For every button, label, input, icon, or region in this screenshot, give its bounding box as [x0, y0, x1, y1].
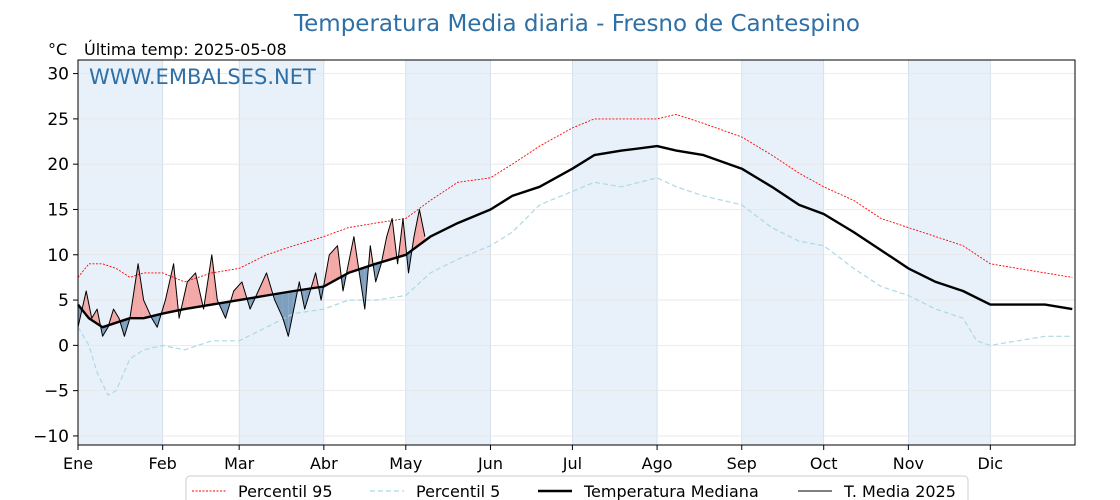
x-tick-label: Sep — [727, 454, 757, 473]
legend: Percentil 95 Percentil 5 Temperatura Media… — [185, 475, 969, 500]
current-year-line — [77, 209, 426, 337]
month-band — [78, 60, 163, 445]
anomaly-fill — [113, 309, 119, 324]
x-axis: Ene Feb Mar Abr May Jun Jul Ago Sep Oct Nov Dic — [63, 445, 1003, 473]
x-tick-label: Ago — [642, 454, 673, 473]
y-tick-label: −5 — [44, 382, 69, 402]
anomaly-fill — [329, 245, 338, 284]
anomaly-fill — [233, 281, 242, 301]
y-tick-label: 5 — [58, 291, 69, 311]
anomaly-fill — [386, 218, 393, 261]
anomaly-fill — [187, 272, 196, 309]
month-bands — [78, 60, 991, 445]
anomaly-fill — [258, 272, 267, 297]
y-tick-label: −10 — [33, 427, 69, 447]
month-band — [239, 60, 324, 445]
anomaly-fill — [138, 263, 144, 319]
month-band — [908, 60, 991, 445]
p95-line — [77, 113, 1073, 283]
x-tick-label: Oct — [810, 454, 838, 473]
x-tick-label: Abr — [310, 454, 338, 473]
last-temp-label: Última temp: 2025-05-08 — [84, 40, 287, 59]
anomaly-fill — [165, 263, 174, 314]
y-axis: −10 −5 0 5 10 15 20 25 30 — [33, 65, 78, 447]
p5-line — [77, 177, 1073, 396]
x-tick-label: Feb — [149, 454, 177, 473]
series-lines — [77, 113, 1073, 396]
plot-frame — [77, 59, 1076, 446]
y-tick-label: 15 — [47, 200, 69, 220]
y-tick-label: 25 — [47, 110, 69, 130]
legend-label: T. Media 2025 — [843, 482, 956, 500]
x-tick-label: Jun — [477, 454, 503, 473]
x-tick-label: Jul — [562, 454, 582, 473]
x-tick-label: Dic — [978, 454, 1004, 473]
month-band — [405, 60, 491, 445]
y-tick-label: 10 — [47, 246, 69, 266]
legend-label: Temperatura Mediana — [583, 482, 759, 500]
anomaly-fill — [274, 292, 283, 319]
legend-label: Percentil 5 — [416, 482, 500, 500]
watermark-text: WWW.EMBALSES.NET — [89, 65, 316, 89]
grid-lines — [77, 60, 1075, 445]
month-band — [741, 60, 824, 445]
chart-title: Temperatura Media diaria - Fresno de Can… — [293, 11, 860, 37]
y-tick-label: 30 — [47, 65, 69, 85]
y-unit-label: °C — [48, 40, 67, 59]
x-tick-label: Ene — [63, 454, 93, 473]
anomaly-fill — [323, 254, 330, 286]
legend-label: Percentil 95 — [238, 482, 333, 500]
month-band — [572, 60, 658, 445]
anomaly-fill — [282, 291, 289, 337]
y-tick-label: 20 — [47, 155, 69, 175]
legend-box — [185, 475, 969, 500]
median-line — [77, 144, 1073, 329]
y-tick-label: 0 — [58, 336, 69, 356]
x-tick-label: Nov — [893, 454, 924, 473]
x-tick-label: Mar — [224, 454, 255, 473]
anomaly-fill — [288, 291, 294, 337]
x-tick-label: May — [389, 454, 422, 473]
anomaly-fill — [414, 209, 420, 249]
